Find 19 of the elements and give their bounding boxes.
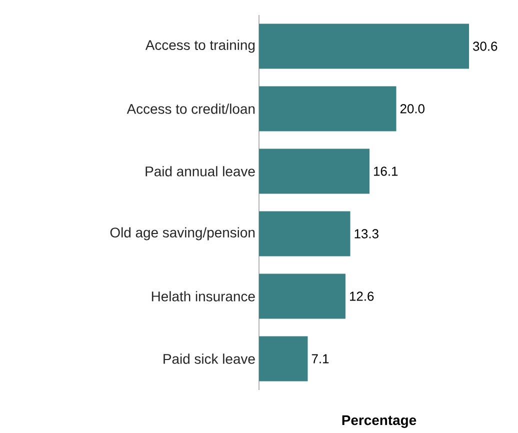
- x-axis-title: Percentage: [342, 415, 416, 428]
- bar: [259, 24, 470, 69]
- bar: [259, 86, 396, 132]
- y-tick-label: Paid annual leave: [146, 166, 255, 176]
- data-label: 16.1: [374, 166, 398, 176]
- y-tick-label: Paid sick leave: [164, 354, 255, 364]
- bar: [259, 274, 346, 319]
- data-label: 13.3: [354, 229, 378, 238]
- y-tick-label: Access to credit/loan: [126, 104, 255, 114]
- data-label: 20.0: [400, 104, 424, 114]
- data-label: 12.6: [350, 292, 374, 301]
- y-tick-label: Old age saving/pension: [110, 227, 255, 240]
- data-label: 7.1: [312, 354, 329, 364]
- y-tick-label: Access to training: [145, 40, 255, 53]
- data-label: 30.6: [473, 42, 498, 51]
- bar: [259, 336, 308, 382]
- bar: [259, 148, 370, 194]
- bar: [259, 211, 350, 256]
- y-tick-label: Helath insurance: [152, 291, 255, 302]
